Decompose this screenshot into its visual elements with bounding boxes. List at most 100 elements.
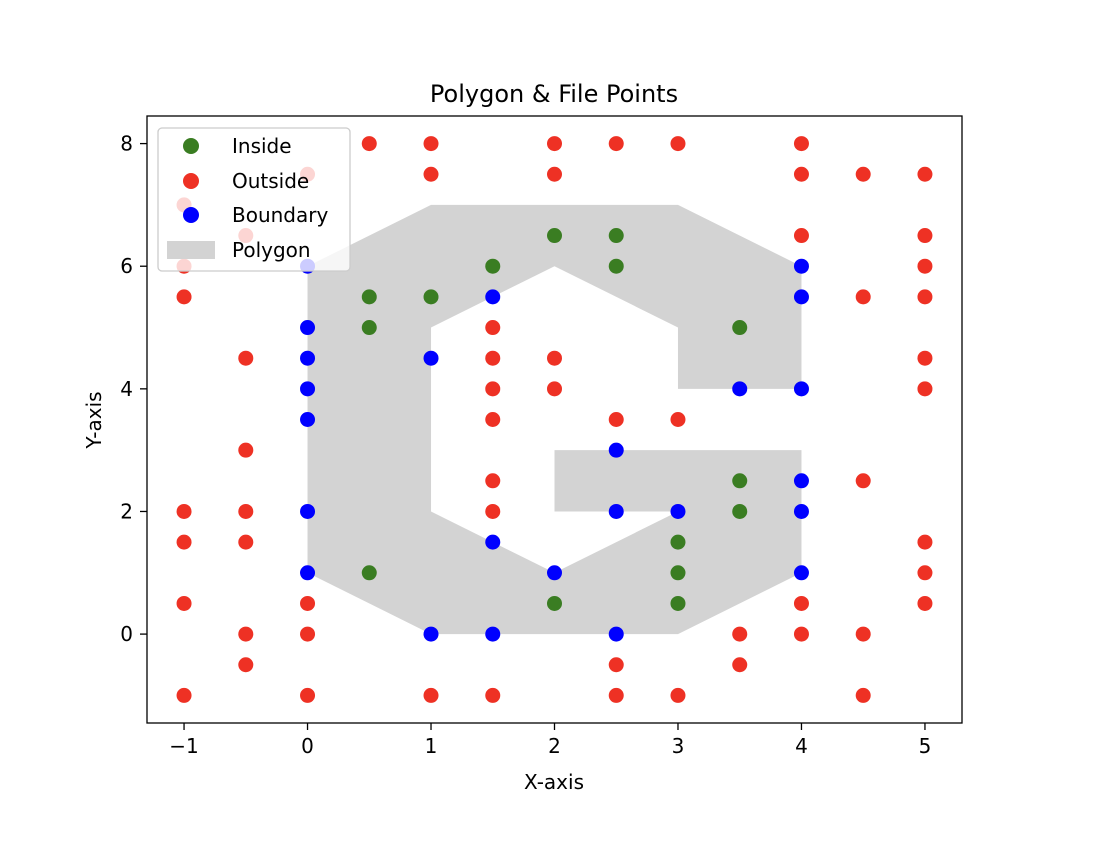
y-tick-label: 6 <box>120 254 133 278</box>
x-axis: −1 0 1 2 3 4 5 <box>169 723 931 758</box>
point-outside <box>917 228 933 244</box>
point-outside <box>176 289 192 305</box>
point-outside <box>670 687 686 703</box>
point-outside <box>855 687 871 703</box>
point-outside <box>485 320 501 336</box>
point-boundary <box>485 626 501 642</box>
point-outside <box>608 657 624 673</box>
point-boundary <box>608 442 624 458</box>
plot-area <box>146 115 963 724</box>
point-inside <box>608 228 624 244</box>
point-outside <box>608 412 624 427</box>
legend-label-inside: Inside <box>232 134 292 158</box>
point-outside <box>732 657 748 673</box>
x-tick-label: 3 <box>672 734 685 758</box>
point-outside <box>485 687 501 703</box>
point-outside <box>608 136 624 152</box>
point-boundary <box>485 534 501 550</box>
point-outside <box>176 534 192 550</box>
point-outside <box>176 503 192 519</box>
point-outside <box>485 503 501 519</box>
point-outside <box>670 412 686 427</box>
polygon-layer <box>307 204 802 635</box>
series-inside <box>361 228 748 611</box>
chart-title: Polygon & File Points <box>430 80 678 108</box>
x-tick-label: 1 <box>425 734 438 758</box>
point-outside <box>485 412 501 427</box>
point-outside <box>917 595 933 611</box>
point-boundary <box>485 289 501 305</box>
point-outside <box>176 595 192 611</box>
point-outside <box>300 626 316 642</box>
point-inside <box>732 320 748 336</box>
point-outside <box>608 687 624 703</box>
point-outside <box>917 534 933 550</box>
point-outside <box>423 687 439 703</box>
point-boundary <box>793 258 809 274</box>
point-outside <box>547 350 562 366</box>
point-outside <box>547 381 562 397</box>
y-axis-label: Y-axis <box>82 391 106 449</box>
point-boundary <box>732 381 748 397</box>
x-tick-label: −1 <box>169 734 198 758</box>
point-boundary <box>547 565 562 581</box>
point-outside <box>485 473 501 489</box>
point-outside <box>423 166 439 182</box>
point-outside <box>917 565 933 581</box>
point-boundary <box>300 565 316 581</box>
point-inside <box>732 503 748 519</box>
point-outside <box>793 626 809 642</box>
point-inside <box>361 289 377 305</box>
point-boundary <box>423 626 439 642</box>
point-boundary <box>423 350 439 366</box>
point-boundary <box>300 350 316 366</box>
legend-box <box>157 127 351 272</box>
point-inside <box>670 534 686 550</box>
y-tick-label: 8 <box>120 132 133 156</box>
legend-label-boundary: Boundary <box>232 203 328 227</box>
point-boundary <box>793 503 809 519</box>
legend-marker-boundary <box>183 207 199 223</box>
point-outside <box>485 350 501 366</box>
point-outside <box>917 289 933 305</box>
point-outside <box>547 166 562 182</box>
point-outside <box>300 687 316 703</box>
point-boundary <box>300 381 316 397</box>
point-outside <box>917 258 933 274</box>
point-outside <box>732 626 748 642</box>
point-outside <box>793 136 809 152</box>
point-outside <box>855 473 871 489</box>
point-boundary <box>300 320 316 336</box>
point-inside <box>608 258 624 274</box>
point-outside <box>485 381 501 397</box>
legend-label-outside: Outside <box>232 169 309 193</box>
point-outside <box>300 595 316 611</box>
point-inside <box>670 595 686 611</box>
y-tick-label: 0 <box>120 622 133 646</box>
y-tick-label: 2 <box>120 499 133 523</box>
point-outside <box>238 534 254 550</box>
y-axis: 0 2 4 6 8 <box>120 132 147 646</box>
x-axis-label: X-axis <box>524 770 584 794</box>
point-inside <box>423 289 439 305</box>
point-outside <box>238 626 254 642</box>
point-boundary <box>608 503 624 519</box>
polygon-shape <box>307 204 802 635</box>
series-outside <box>176 136 933 703</box>
legend-marker-inside <box>183 138 199 154</box>
point-outside <box>917 350 933 366</box>
point-outside <box>238 657 254 673</box>
x-tick-label: 4 <box>795 734 808 758</box>
point-inside <box>361 320 377 336</box>
point-inside <box>485 258 501 274</box>
point-outside <box>917 381 933 397</box>
legend: Inside Outside Boundary Polygon <box>157 127 351 272</box>
point-outside <box>917 166 933 182</box>
y-tick-label: 4 <box>120 377 133 401</box>
x-tick-label: 0 <box>301 734 314 758</box>
point-outside <box>238 503 254 519</box>
legend-marker-polygon <box>167 241 215 259</box>
point-boundary <box>300 412 316 427</box>
point-outside <box>238 350 254 366</box>
